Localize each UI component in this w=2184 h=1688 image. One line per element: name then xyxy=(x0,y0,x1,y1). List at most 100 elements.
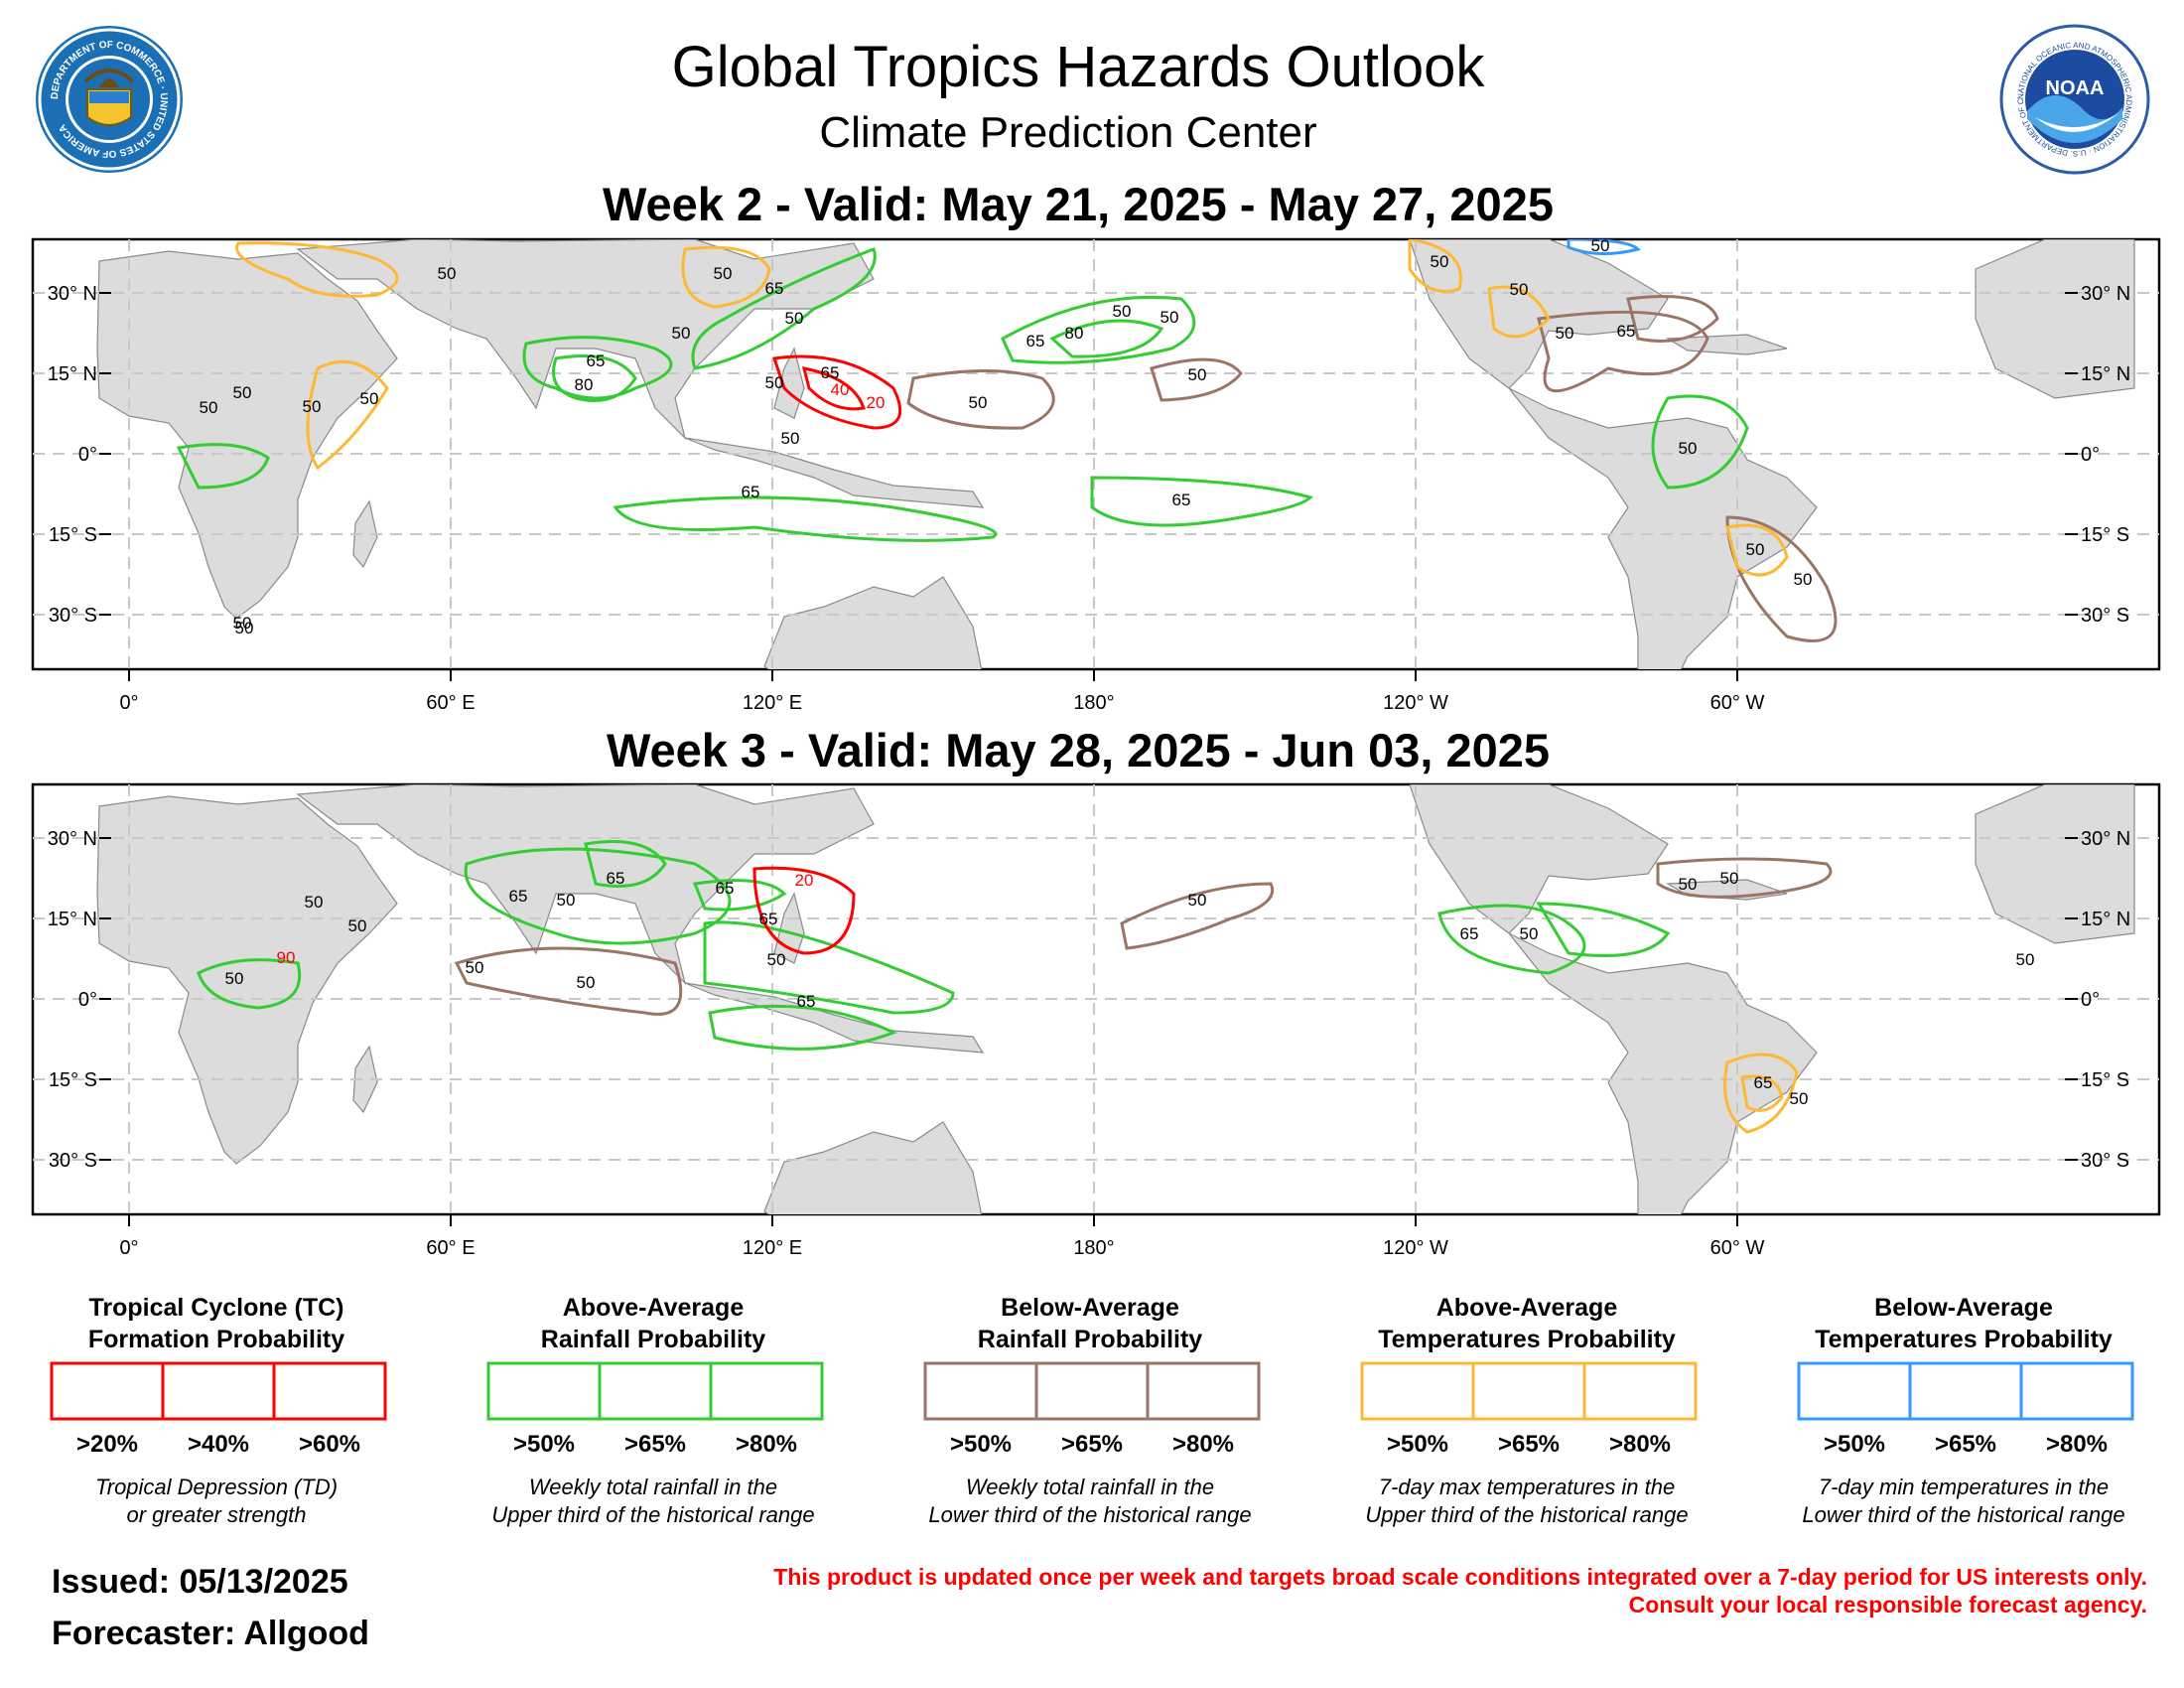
rain-above-contour xyxy=(1049,319,1164,358)
noaa-logo-text: NOAA xyxy=(2046,77,2105,99)
lon-tick-label: 120° W xyxy=(1383,692,1448,714)
contour-label: 50 xyxy=(348,916,367,935)
legend-swatch xyxy=(272,1361,387,1421)
week3-heading: Week 3 - Valid: May 28, 2025 - Jun 03, 2… xyxy=(607,724,1550,776)
disclaimer-line-1: This product is updated once per week an… xyxy=(773,1564,2147,1590)
legend-title: Rainfall Probability xyxy=(541,1326,766,1353)
legend-threshold: >65% xyxy=(1061,1431,1123,1458)
legend-description: 7-day min temperatures in the xyxy=(1819,1475,2109,1499)
landmass-3 xyxy=(684,437,985,508)
legend-threshold: >80% xyxy=(1172,1431,1234,1458)
contour-label: 50 xyxy=(233,383,252,402)
lat-tick-label-right: 30° S xyxy=(2081,605,2129,627)
contour-label: 50 xyxy=(1556,324,1574,343)
legend-description: Upper third of the historical range xyxy=(491,1502,814,1527)
legend-title: Rainfall Probability xyxy=(978,1326,1203,1353)
contour-label: 50 xyxy=(233,614,252,633)
rain-above-contour xyxy=(552,354,637,402)
legend-threshold: >80% xyxy=(736,1431,797,1458)
legend-title: Above-Average xyxy=(563,1294,745,1322)
legend-swatch xyxy=(161,1361,276,1421)
forecaster-name: Forecaster: Allgood xyxy=(52,1615,369,1652)
landmass-10 xyxy=(352,1045,378,1114)
rain-below-contour xyxy=(454,946,683,1016)
landmass-8 xyxy=(1665,334,1788,355)
week3-land-layer xyxy=(96,784,2135,1214)
lon-tick-label: 120° W xyxy=(1383,1237,1448,1259)
lon-tick-label: 60° W xyxy=(1710,1237,1765,1259)
legend-description: Tropical Depression (TD) xyxy=(95,1475,338,1499)
contour-label: 50 xyxy=(2016,950,2035,969)
lon-tick-label: 180° xyxy=(1073,1237,1114,1259)
landmass-1 xyxy=(96,250,398,620)
legend-title: Temperatures Probability xyxy=(1378,1326,1676,1353)
contour-label: 50 xyxy=(1188,891,1207,910)
legend-threshold: >60% xyxy=(299,1431,360,1458)
landmass-9 xyxy=(1975,239,2135,399)
legend-swatch xyxy=(1360,1361,1475,1421)
contour-label: 50 xyxy=(1510,280,1529,299)
contour-label: 20 xyxy=(795,871,814,890)
rain-below-contour xyxy=(906,369,1055,430)
contour-label: 50 xyxy=(235,619,254,637)
legend-description: Weekly total rainfall in the xyxy=(966,1475,1214,1499)
contour-label: 50 xyxy=(438,264,457,283)
page-subtitle: Climate Prediction Center xyxy=(819,108,1316,157)
legend-swatch xyxy=(50,1361,165,1421)
issued-date: Issued: 05/13/2025 xyxy=(52,1563,348,1601)
contour-label: 65 xyxy=(509,887,528,906)
rain-above-contour xyxy=(692,879,787,912)
temp-above-contour xyxy=(1487,285,1551,339)
legend-threshold: >50% xyxy=(513,1431,575,1458)
lat-tick-label-right: 15° N xyxy=(2081,909,2130,930)
week2-heading: Week 2 - Valid: May 21, 2025 - May 27, 2… xyxy=(603,178,1554,230)
legend-swatch xyxy=(2019,1361,2134,1421)
temp-below-contour xyxy=(1567,239,1641,256)
legend-swatch xyxy=(598,1361,713,1421)
legend-swatch xyxy=(1908,1361,2023,1421)
rain-above-contour xyxy=(584,840,667,888)
landmass-7 xyxy=(1508,932,1818,1214)
lat-tick-label-left: 30° S xyxy=(49,1150,97,1172)
rain-above-contour xyxy=(1090,476,1313,527)
legend-threshold: >40% xyxy=(188,1431,249,1458)
contour-label: 50 xyxy=(1720,869,1739,888)
lat-tick-label-right: 30° S xyxy=(2081,1150,2129,1172)
lon-tick-label: 120° E xyxy=(743,692,802,714)
legend-threshold: >20% xyxy=(76,1431,138,1458)
week3-axis-labels: 30° N 30° N 15° N 15° N 0° 0° 15° S 15° S 30° S 3… xyxy=(48,828,2131,1259)
contour-label: 50 xyxy=(1520,924,1539,943)
legend-description: Weekly total rainfall in the xyxy=(529,1475,777,1499)
legend-swatch xyxy=(923,1361,1038,1421)
legend-swatch xyxy=(709,1361,824,1421)
rain-above-contour xyxy=(1437,904,1586,975)
contour-label: 65 xyxy=(1172,491,1191,509)
week2-hazard-contours xyxy=(176,239,1838,642)
rain-above-contour xyxy=(1651,394,1749,490)
rain-below-contour xyxy=(1656,857,1833,899)
lat-tick-label-left: 30° S xyxy=(49,605,97,627)
legend-threshold: >50% xyxy=(950,1431,1012,1458)
contour-label: 50 xyxy=(1794,570,1813,589)
contour-label: 50 xyxy=(225,969,244,988)
landmass-4 xyxy=(773,892,805,964)
legend-title: Below-Average xyxy=(1001,1294,1179,1322)
landmass-5 xyxy=(763,1121,983,1214)
contour-label: 50 xyxy=(1746,540,1765,559)
legend-threshold: >65% xyxy=(1498,1431,1560,1458)
legend-item-rain-above: Above-Average Rainfall Probability >50% >65… xyxy=(486,1294,824,1527)
rain-below-contour xyxy=(1537,310,1709,393)
lat-tick-label-right: 15° S xyxy=(2081,524,2129,546)
temp-above-contour xyxy=(235,241,399,298)
legend-threshold: >80% xyxy=(2046,1431,2108,1458)
contour-label: 50 xyxy=(1188,365,1207,384)
department-of-commerce-seal: DEPARTMENT OF COMMERCE · UNITED STATES O… xyxy=(36,26,183,173)
temp-above-contour xyxy=(306,359,389,471)
temp-above-contour xyxy=(1408,239,1462,293)
lat-tick-label-right: 30° N xyxy=(2081,283,2130,305)
lat-tick-label-left: 15° N xyxy=(48,909,97,930)
contour-label: 50 xyxy=(767,950,786,969)
contour-label: 50 xyxy=(1160,308,1179,327)
lon-tick-label: 0° xyxy=(119,1237,138,1259)
landmass-3 xyxy=(684,982,985,1054)
